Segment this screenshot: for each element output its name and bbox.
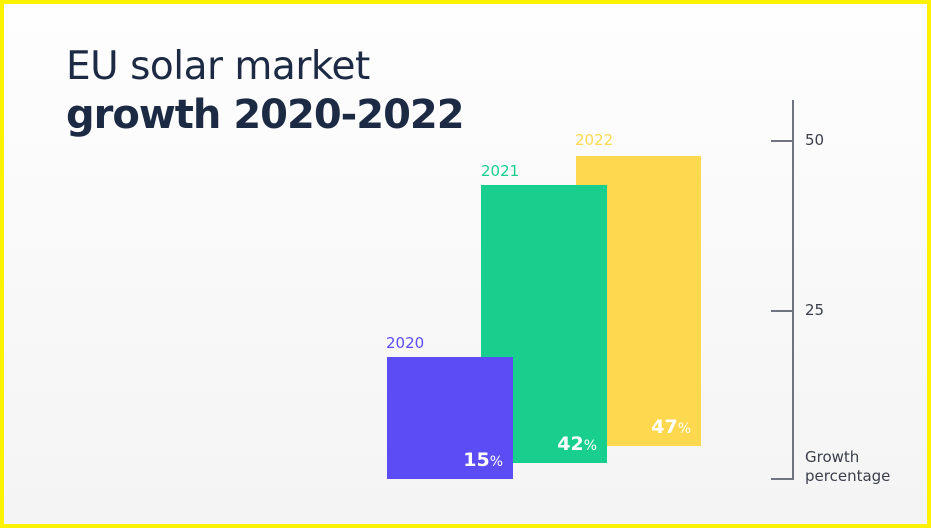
chart-title-line2: growth 2020-2022 (66, 92, 465, 138)
tick-0 (771, 478, 793, 480)
tick-25 (771, 310, 793, 312)
bar-value-2022: 47% (651, 416, 691, 438)
bar-label-2020: 2020 (386, 334, 425, 352)
bar-2021: 42% (481, 185, 607, 463)
bar-label-2022: 2022 (575, 131, 614, 149)
bar-value-2021: 42% (557, 433, 597, 455)
y-axis-title: Growth percentage (805, 448, 891, 485)
tick-label-25: 25 (805, 301, 825, 319)
bar-value-2020: 15% (463, 449, 503, 471)
tick-label-50: 50 (805, 131, 825, 149)
bar-label-2021: 2021 (481, 162, 520, 180)
y-axis-line (792, 100, 794, 480)
bar-2020: 15% (387, 357, 513, 479)
tick-50 (771, 140, 793, 142)
chart-title-line1: EU solar market (66, 44, 370, 89)
